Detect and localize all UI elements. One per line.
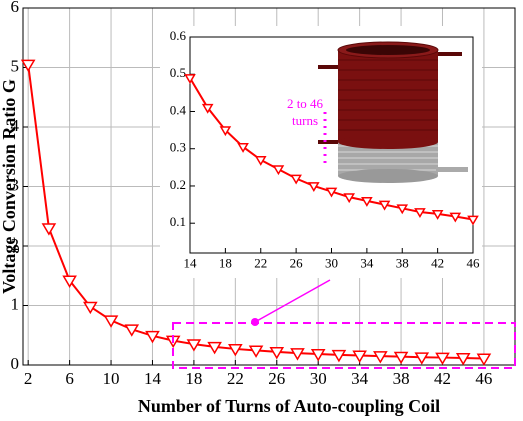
x-tick-label: 30 bbox=[325, 256, 338, 271]
x-tick-label: 6 bbox=[65, 369, 74, 388]
x-tick-label: 14 bbox=[184, 256, 198, 271]
y-axis-label: Voltage Conversion Ratio G bbox=[0, 79, 19, 294]
x-axis-label: Number of Turns of Auto-coupling Coil bbox=[138, 396, 440, 416]
y-tick-label: 1 bbox=[11, 294, 20, 313]
y-tick-label: 0.4 bbox=[170, 102, 187, 117]
x-tick-label: 30 bbox=[310, 369, 327, 388]
x-tick-label: 34 bbox=[351, 369, 369, 388]
x-tick-label: 38 bbox=[396, 256, 409, 271]
x-tick-label: 14 bbox=[144, 369, 162, 388]
y-tick-label: 0.1 bbox=[170, 214, 186, 229]
chart: 26 10 14 18 22 26 30 34 38 42 46 0 1 2 34 5 6 Number of T… bbox=[0, 0, 523, 421]
x-tick-label: 46 bbox=[475, 369, 492, 388]
y-tick-label: 6 bbox=[11, 0, 20, 16]
x-tick-label: 22 bbox=[254, 256, 267, 271]
x-tick-label: 42 bbox=[431, 256, 444, 271]
x-tick-label: 2 bbox=[24, 369, 33, 388]
y-tick-label: 0 bbox=[11, 354, 20, 373]
y-tick-label: 5 bbox=[11, 56, 20, 75]
x-tick-label: 26 bbox=[290, 256, 304, 271]
y-tick-label: 0.2 bbox=[170, 177, 186, 192]
x-tick-label: 22 bbox=[227, 369, 244, 388]
x-tick-label: 26 bbox=[268, 369, 285, 388]
x-tick-label: 46 bbox=[467, 256, 481, 271]
y-tick-label: 0.5 bbox=[170, 65, 186, 80]
x-tick-label: 42 bbox=[434, 369, 451, 388]
x-tick-label: 10 bbox=[103, 369, 120, 388]
x-tick-label: 18 bbox=[219, 256, 232, 271]
x-tick-label: 38 bbox=[393, 369, 410, 388]
connector-dot bbox=[251, 318, 259, 326]
y-tick-label: 0.3 bbox=[170, 140, 186, 155]
x-tick-label: 18 bbox=[185, 369, 202, 388]
annotation: 2 to 46 bbox=[287, 96, 324, 111]
y-tick-label: 0.6 bbox=[170, 28, 187, 43]
x-tick-label: 34 bbox=[360, 256, 374, 271]
annotation: turns bbox=[292, 113, 318, 128]
